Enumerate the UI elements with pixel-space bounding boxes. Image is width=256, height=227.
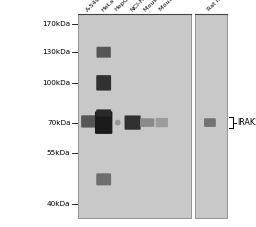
FancyBboxPatch shape xyxy=(81,121,95,128)
FancyBboxPatch shape xyxy=(96,75,111,91)
FancyBboxPatch shape xyxy=(95,111,112,134)
FancyBboxPatch shape xyxy=(96,109,111,116)
FancyBboxPatch shape xyxy=(156,118,168,127)
FancyBboxPatch shape xyxy=(81,115,95,122)
Bar xyxy=(78,14,191,218)
Ellipse shape xyxy=(115,120,121,125)
Text: Mouse kidney: Mouse kidney xyxy=(158,0,193,12)
Text: HeLa: HeLa xyxy=(100,0,115,12)
FancyBboxPatch shape xyxy=(97,47,111,58)
Text: 130kDa: 130kDa xyxy=(42,49,70,55)
Text: IRAK2: IRAK2 xyxy=(237,118,256,127)
Text: Rat lung: Rat lung xyxy=(206,0,229,12)
Bar xyxy=(195,14,227,218)
Text: 40kDa: 40kDa xyxy=(47,201,70,207)
Text: HepG2: HepG2 xyxy=(114,0,133,12)
FancyBboxPatch shape xyxy=(96,173,111,185)
FancyBboxPatch shape xyxy=(204,118,216,127)
Text: 55kDa: 55kDa xyxy=(47,150,70,156)
Text: Mouse liver: Mouse liver xyxy=(144,0,174,12)
FancyBboxPatch shape xyxy=(124,115,141,130)
Text: 100kDa: 100kDa xyxy=(42,80,70,86)
Text: NCI-H460: NCI-H460 xyxy=(129,0,154,12)
Text: 70kDa: 70kDa xyxy=(47,120,70,126)
FancyBboxPatch shape xyxy=(140,118,154,127)
Text: A-549: A-549 xyxy=(85,0,101,12)
Text: 170kDa: 170kDa xyxy=(42,21,70,27)
